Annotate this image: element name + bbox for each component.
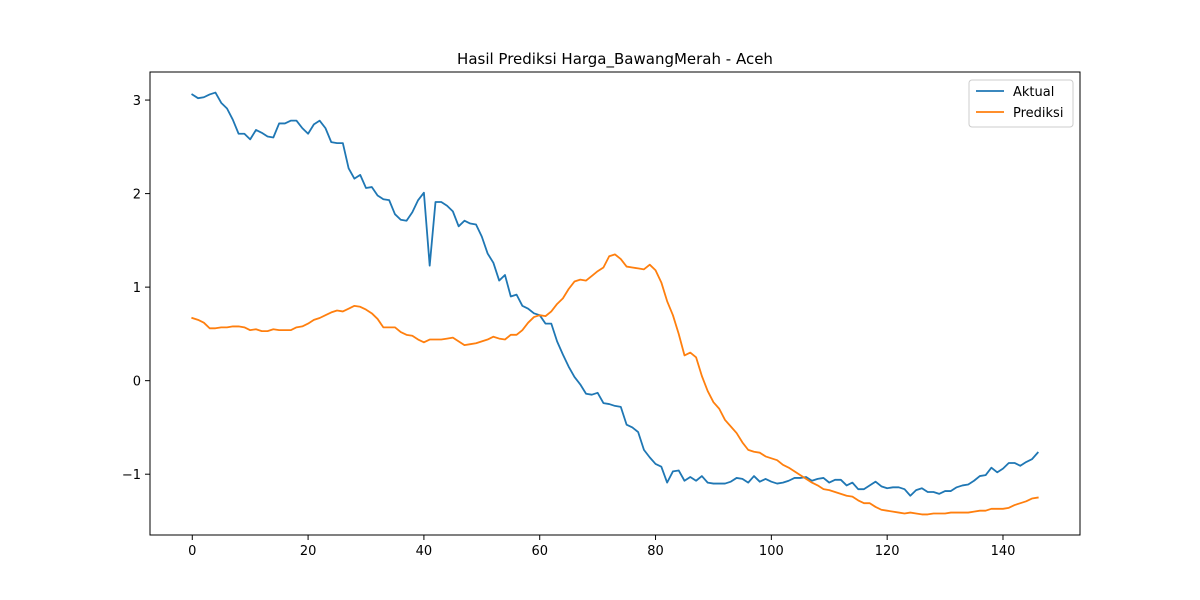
x-tick-label: 60	[531, 544, 548, 559]
y-tick-label: −1	[122, 468, 141, 483]
y-axis: −1 0 1 2 3	[122, 94, 150, 483]
legend-label-prediksi: Prediksi	[1013, 106, 1063, 121]
x-axis: 0 20 40 60 80 100 120 140	[188, 535, 1015, 559]
plot-frame	[149, 71, 1081, 536]
x-tick-label: 120	[875, 544, 900, 559]
x-tick-label: 140	[991, 544, 1016, 559]
x-tick-label: 100	[759, 544, 784, 559]
y-tick-label: 0	[133, 375, 141, 390]
y-tick-label: 3	[133, 94, 141, 109]
x-tick-label: 80	[647, 544, 664, 559]
legend: Aktual Prediksi	[968, 79, 1074, 128]
series-line-aktual	[191, 91, 1040, 497]
x-tick-label: 0	[188, 544, 196, 559]
y-tick-label: 2	[133, 188, 141, 203]
legend-label-aktual: Aktual	[1013, 85, 1054, 100]
chart-title: Hasil Prediksi Harga_BawangMerah - Aceh	[457, 50, 773, 69]
x-tick-label: 20	[300, 544, 317, 559]
x-tick-label: 40	[416, 544, 433, 559]
y-tick-label: 1	[133, 281, 141, 296]
plot-lines	[191, 91, 1040, 516]
series-line-prediksi	[191, 253, 1039, 516]
